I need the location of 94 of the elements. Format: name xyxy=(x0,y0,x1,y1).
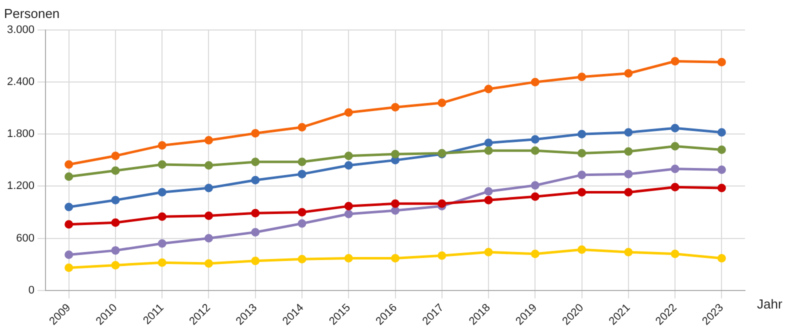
point xyxy=(251,208,260,218)
point xyxy=(484,138,493,148)
point xyxy=(298,170,306,178)
point xyxy=(64,202,74,212)
point xyxy=(64,172,74,181)
point xyxy=(298,254,306,264)
point xyxy=(158,239,166,248)
point xyxy=(344,210,353,218)
point xyxy=(111,260,120,270)
point xyxy=(344,152,353,160)
point xyxy=(344,108,353,117)
y-tick-label: 2.400 xyxy=(6,76,35,88)
point xyxy=(251,129,260,138)
point xyxy=(670,182,680,192)
point xyxy=(670,142,680,151)
point xyxy=(298,158,306,166)
point xyxy=(670,164,680,174)
point xyxy=(64,160,74,169)
point xyxy=(391,206,400,215)
point xyxy=(670,124,680,132)
point xyxy=(111,196,120,204)
point xyxy=(251,176,260,184)
point xyxy=(624,147,633,156)
point xyxy=(251,256,260,266)
point xyxy=(111,246,120,255)
point xyxy=(438,98,446,108)
point xyxy=(111,152,120,160)
point xyxy=(204,161,213,170)
point xyxy=(251,228,260,236)
point xyxy=(530,181,540,190)
point xyxy=(717,146,726,154)
point xyxy=(670,56,680,66)
point xyxy=(344,202,353,210)
point xyxy=(717,165,726,174)
point xyxy=(64,250,74,260)
point xyxy=(158,258,166,267)
point xyxy=(578,170,586,180)
point xyxy=(578,188,586,197)
y-axis-title: Personen xyxy=(4,6,60,22)
point xyxy=(204,211,213,220)
point xyxy=(298,219,306,228)
point xyxy=(717,254,726,262)
point xyxy=(438,199,446,208)
point xyxy=(438,251,446,260)
point xyxy=(64,264,74,272)
y-tick-label: 600 xyxy=(16,232,35,244)
y-tick-label: 3.000 xyxy=(6,24,35,36)
point xyxy=(624,170,633,178)
point xyxy=(624,188,633,197)
point xyxy=(484,84,493,94)
x-axis-title: Jahr xyxy=(757,296,783,312)
point xyxy=(298,208,306,217)
point xyxy=(530,192,540,201)
point xyxy=(344,161,353,170)
point xyxy=(624,69,633,78)
point xyxy=(578,148,586,158)
point xyxy=(484,146,493,155)
point xyxy=(624,248,633,256)
point xyxy=(204,184,213,192)
point xyxy=(391,102,400,112)
point xyxy=(111,218,120,227)
point xyxy=(298,122,306,132)
point xyxy=(530,146,540,155)
point xyxy=(717,128,726,137)
point xyxy=(64,220,74,229)
y-tick-label: 1.800 xyxy=(6,128,35,140)
point xyxy=(158,188,166,197)
point xyxy=(530,78,540,86)
point xyxy=(158,212,166,221)
point xyxy=(578,245,586,254)
point xyxy=(391,150,400,158)
point xyxy=(344,254,353,262)
point xyxy=(578,72,586,82)
point xyxy=(530,135,540,144)
point xyxy=(204,259,213,268)
point xyxy=(530,250,540,258)
y-tick-label: 1.200 xyxy=(6,180,35,192)
point xyxy=(484,187,493,196)
point xyxy=(158,160,166,169)
point xyxy=(578,130,586,138)
point xyxy=(204,234,213,243)
point xyxy=(624,128,633,137)
point xyxy=(717,184,726,192)
point xyxy=(251,158,260,166)
point xyxy=(484,248,493,256)
y-tick-label: 0 xyxy=(28,284,35,296)
point xyxy=(391,199,400,208)
point xyxy=(111,166,120,175)
point xyxy=(158,141,166,150)
point xyxy=(717,58,726,66)
point xyxy=(391,254,400,262)
point xyxy=(204,136,213,144)
point xyxy=(484,196,493,204)
point xyxy=(670,250,680,258)
